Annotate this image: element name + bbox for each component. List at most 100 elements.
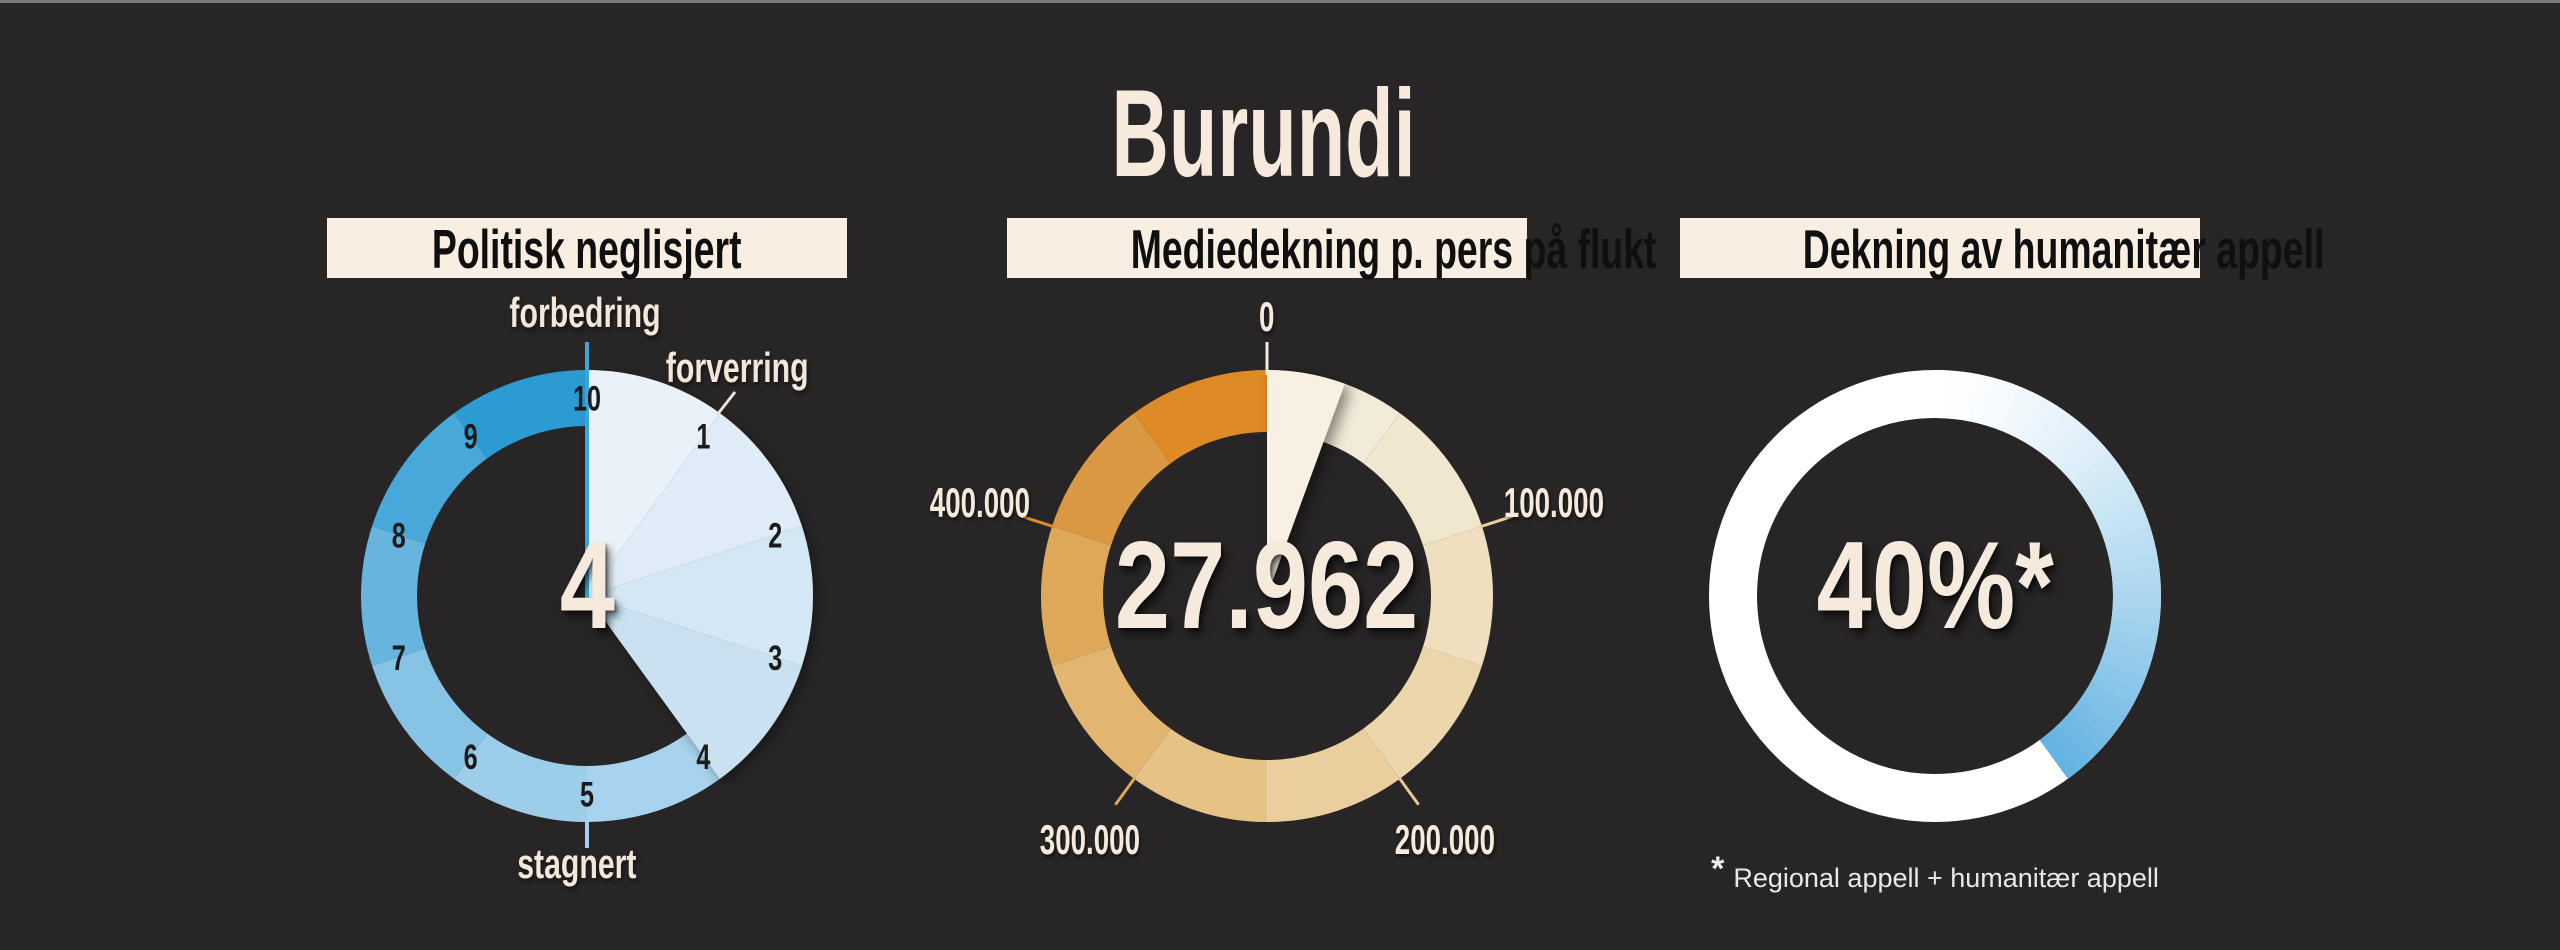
progress-arc-segment — [2020, 397, 2058, 447]
progress-arc-segment — [2010, 391, 2046, 441]
gauge-ring-segment — [1041, 526, 1112, 666]
footnote: * Regional appell + humanitær appell — [1635, 850, 2235, 898]
worsening-leader-line — [715, 391, 737, 416]
scale-gauge-svg — [1021, 342, 1513, 822]
progress-arc-segment — [2079, 463, 2127, 502]
gauge-ring-segment — [1052, 413, 1171, 546]
chart3-value-text: 40%* — [1816, 517, 2054, 655]
progress-donut-svg — [1709, 370, 2161, 822]
progress-arc-segment — [2030, 405, 2070, 453]
progress-arc-segment — [2099, 651, 2150, 682]
gauge-value-sector — [587, 526, 813, 666]
gauge-ring-segment — [454, 733, 587, 822]
scale-tick-label-text: 300.000 — [1039, 816, 1140, 864]
gauge-ring-segment — [372, 413, 488, 544]
progress-arc-segment — [2039, 733, 2080, 779]
scale-tick-label-text: 400.000 — [929, 478, 1030, 526]
progress-arc-segment — [2109, 618, 2160, 641]
clock-number: 6 — [464, 738, 478, 777]
progress-arc-segment — [1979, 377, 2007, 428]
gauge-value-wedge-group — [587, 370, 813, 779]
chart3-header-text: Dekning av humanitær appell — [1802, 218, 2325, 280]
chart1-value-text: 4 — [559, 517, 615, 655]
clock-number: 9 — [464, 417, 478, 456]
progress-arc-segment — [2104, 526, 2155, 554]
progress-arc-segment — [2071, 700, 2118, 742]
progress-arc-segment — [1968, 374, 1994, 424]
gauge-ring-segment — [587, 733, 720, 822]
top-border-line — [0, 0, 2560, 3]
progress-arc-segment — [2100, 512, 2151, 543]
scale-tick-label: 400.000 — [880, 477, 1080, 529]
chart2-value-text: 27.962 — [1115, 517, 1419, 655]
chart2-value: 27.962 — [1007, 524, 1527, 648]
gauge-ring-segment — [372, 648, 488, 779]
progress-arc-segment — [2096, 499, 2146, 532]
progress-arc-segment — [2107, 629, 2157, 655]
progress-donut — [1585, 246, 2285, 946]
chart2-header-text: Mediedekning p. pers på flukt — [1130, 218, 1657, 280]
progress-arc-segment — [2103, 640, 2154, 668]
clock-number: 2 — [768, 516, 782, 555]
clock-number: 8 — [392, 516, 406, 555]
progress-arc-segment — [2084, 681, 2134, 719]
gauge-ring-segment — [1134, 370, 1267, 464]
progress-arc-segment — [2056, 431, 2102, 476]
gauge-value-sector — [587, 370, 720, 596]
progress-arc-segment — [2107, 539, 2158, 565]
value-wedge — [1267, 370, 1345, 596]
scale-tick-line — [1114, 776, 1137, 806]
scale-tick-label-text: 0 — [1259, 293, 1275, 340]
progress-arc-segment — [2063, 709, 2110, 753]
scale-tick-line — [1021, 514, 1055, 529]
gauge-value-sector — [587, 413, 802, 596]
gauge-ring-segment — [1052, 646, 1171, 779]
progress-arc-segment — [2112, 581, 2161, 598]
scale-tick-label: 300.000 — [989, 814, 1189, 866]
gauge-ring-segment — [1363, 646, 1482, 779]
progress-arc-segment — [2072, 451, 2119, 493]
scale-tick-label: 0 — [1167, 291, 1367, 343]
progress-arc-segment — [1990, 381, 2021, 432]
progress-arc-segment — [2048, 421, 2092, 468]
footnote-text: Regional appell + humanitær appell — [1733, 863, 2159, 893]
page-title-text: Burundi — [1111, 65, 1417, 203]
clock-number: 3 — [768, 639, 782, 678]
chart2-header: Mediedekning p. pers på flukt — [1007, 218, 1656, 280]
scale-tick-label-text: 100.000 — [1504, 478, 1605, 526]
label-forbedring-text: forbedring — [509, 289, 661, 336]
gauge-ring-segment — [1363, 413, 1482, 546]
clock-number: 5 — [580, 776, 594, 815]
scale-tick-label-text: 200.000 — [1394, 816, 1495, 864]
gauge-ring-segment — [361, 526, 426, 666]
label-forverring-text: forverring — [665, 344, 809, 391]
label-forverring: forverring — [537, 342, 937, 394]
label-stagnert-text: stagnert — [517, 840, 637, 887]
progress-arc-segment — [2111, 567, 2161, 587]
scale-gauge: 0 100.000 200.000 300.000 400.000 — [917, 246, 1617, 946]
progress-arc-segment — [2064, 441, 2111, 484]
clock-gauge-svg: 1 2 3 4 5 6 7 8 9 10 — [361, 342, 813, 848]
clock-number: 1 — [696, 417, 710, 456]
progress-arc-segment — [2047, 725, 2090, 772]
chart1-header-text: Politisk neglisjert — [432, 218, 742, 280]
chart3-header: Dekning av humanitær appell — [1680, 218, 2324, 280]
progress-arc-segment — [2055, 717, 2100, 763]
clock-number: 10 — [573, 380, 601, 419]
donut-ring-half — [1709, 370, 1935, 822]
clock-number: 4 — [696, 738, 710, 777]
progress-arc-segment — [1957, 371, 1980, 422]
footnote-asterisk: * — [1711, 850, 1725, 888]
scale-tick-label: 200.000 — [1345, 814, 1545, 866]
progress-arc-segment — [2090, 487, 2141, 522]
clock-gauge: 1 2 3 4 5 6 7 8 9 10 — [237, 246, 937, 946]
progress-arc-segment — [2039, 413, 2081, 460]
gauge-ring-segment — [1267, 728, 1400, 822]
label-stagnert: stagnert — [377, 838, 777, 890]
progress-arc-segment — [2085, 474, 2134, 512]
scale-tick-line — [1479, 514, 1513, 529]
chart1-header: Politisk neglisjert — [327, 218, 847, 280]
gauge-value-sector — [587, 596, 802, 779]
gauge-ring-segment — [1134, 728, 1267, 822]
